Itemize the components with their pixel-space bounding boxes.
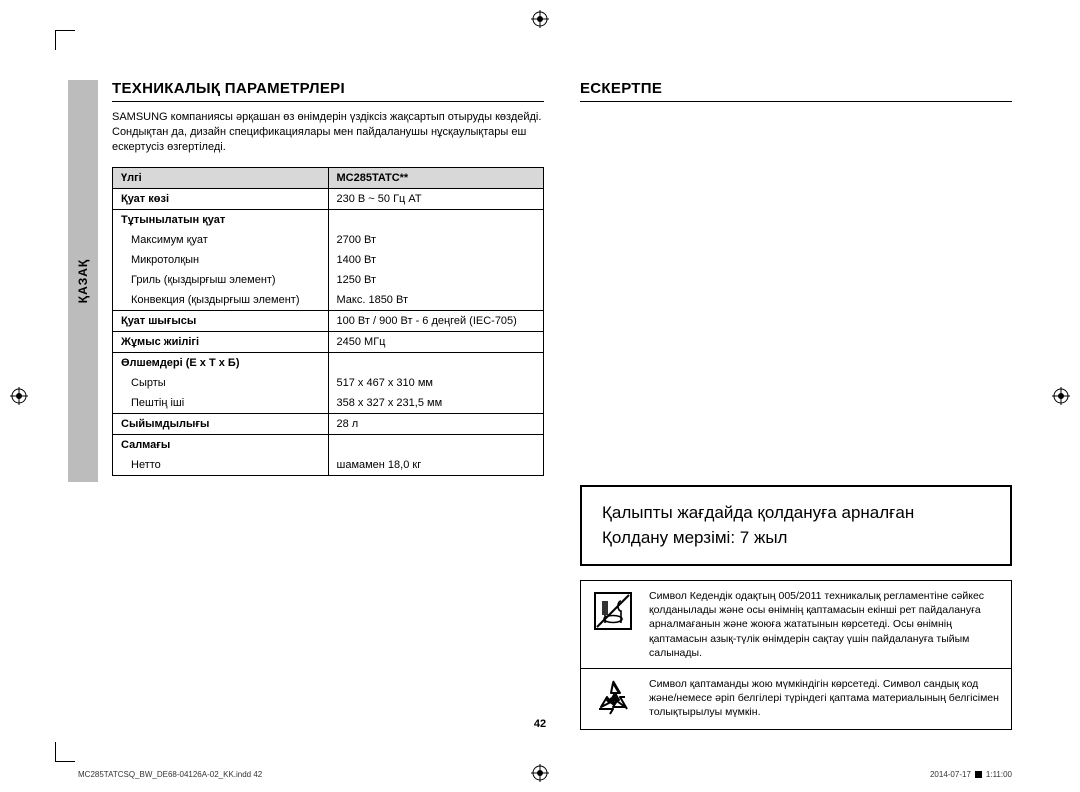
recycle-icon: [581, 669, 645, 729]
spec-row-value: [328, 434, 544, 455]
spec-row-value: 517 x 467 x 310 мм: [328, 373, 544, 393]
registration-mark-icon: [531, 764, 549, 782]
spec-row-label: Пештің іші: [113, 393, 329, 414]
page-content: ҚАЗАҚ ТЕХНИКАЛЫҚ ПАРАМЕТРЛЕРІ SAMSUNG ко…: [68, 80, 1012, 730]
language-tab: ҚАЗАҚ: [68, 80, 98, 482]
spec-row-value: 100 Вт / 900 Вт - 6 деңгей (IEC-705): [328, 310, 544, 331]
registration-mark-icon: [531, 10, 549, 28]
spec-row-value: 230 В ~ 50 Гц АТ: [328, 188, 544, 209]
specs-intro: SAMSUNG компаниясы әрқашан өз өнімдерін …: [112, 110, 544, 155]
spec-row-value: 1250 Вт: [328, 270, 544, 290]
spec-row-value: Макс. 1850 Вт: [328, 290, 544, 311]
spec-row-label: Сыйымдылығы: [113, 413, 329, 434]
spec-row-label: Салмағы: [113, 434, 329, 455]
spec-row-label: Жұмыс жиілігі: [113, 331, 329, 352]
spec-row-value: 1400 Вт: [328, 250, 544, 270]
usage-box: Қалыпты жағдайда қолдануға арналған Қолд…: [580, 485, 1012, 566]
spec-row-label: Нетто: [113, 455, 329, 476]
spec-row-value: 28 л: [328, 413, 544, 434]
page-number: 42: [534, 718, 546, 730]
footer-filename: MC285TATCSQ_BW_DE68-04126A-02_KK.indd 42: [78, 770, 262, 779]
memo-column: ЕСКЕРТПЕ Қалыпты жағдайда қолдануға арна…: [580, 80, 1012, 730]
symbol1-text: Символ Кедендік одақтың 005/2011 техника…: [645, 581, 1011, 668]
spec-row-value: 358 x 327 x 231,5 мм: [328, 393, 544, 414]
language-label: ҚАЗАҚ: [76, 259, 90, 304]
usage-line1: Қалыпты жағдайда қолдануға арналған: [602, 501, 990, 526]
spec-row-label: Өлшемдері (Е x Т x Б): [113, 352, 329, 373]
memo-heading: ЕСКЕРТПЕ: [580, 80, 1012, 102]
no-food-contact-icon: [581, 581, 645, 641]
crop-mark-icon: [55, 30, 75, 50]
specs-column: ТЕХНИКАЛЫҚ ПАРАМЕТРЛЕРІ SAMSUNG компания…: [112, 80, 544, 730]
spec-row-value: [328, 209, 544, 230]
spec-header-model: MC285TATC**: [328, 167, 544, 188]
spec-row-label: Гриль (қыздырғыш элемент): [113, 270, 329, 290]
spec-row-label: Конвекция (қыздырғыш элемент): [113, 290, 329, 311]
registration-mark-icon: [1052, 387, 1070, 405]
spec-row-label: Микротолқын: [113, 250, 329, 270]
symbol2-text: Символ қаптаманды жою мүмкіндігін көрсет…: [645, 669, 1011, 728]
footer-timestamp: 2014-07-171:11:00: [930, 770, 1012, 779]
spec-row-value: 2700 Вт: [328, 230, 544, 250]
spec-row-value: [328, 352, 544, 373]
registration-mark-icon: [10, 387, 28, 405]
specs-heading: ТЕХНИКАЛЫҚ ПАРАМЕТРЛЕРІ: [112, 80, 544, 102]
spec-row-label: Қуат көзі: [113, 188, 329, 209]
spec-row-value: 2450 МГц: [328, 331, 544, 352]
specs-table: Үлгі MC285TATC** Қуат көзі230 В ~ 50 Гц …: [112, 167, 544, 476]
spec-row-value: шамамен 18,0 кг: [328, 455, 544, 476]
crop-mark-icon: [55, 742, 75, 762]
spec-row-label: Тұтынылатын қуат: [113, 209, 329, 230]
symbol-box: Символ Кедендік одақтың 005/2011 техника…: [580, 580, 1012, 730]
spec-row-label: Сырты: [113, 373, 329, 393]
spec-row-label: Максимум қуат: [113, 230, 329, 250]
spec-header-label: Үлгі: [113, 167, 329, 188]
spec-row-label: Қуат шығысы: [113, 310, 329, 331]
usage-line2: Қолдану мерзімі: 7 жыл: [602, 526, 990, 551]
